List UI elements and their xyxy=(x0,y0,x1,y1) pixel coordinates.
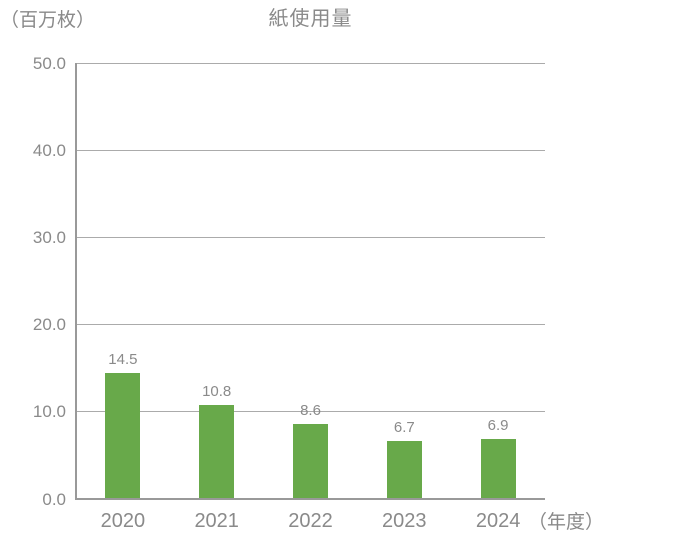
x-tick-label: 2020 xyxy=(100,510,146,532)
y-tick-label: 0.0 xyxy=(42,489,66,509)
gridline xyxy=(76,149,545,151)
bar xyxy=(480,438,516,498)
x-tick-label: 2021 xyxy=(194,510,239,532)
gridline xyxy=(76,62,545,64)
y-tick-label: 50.0 xyxy=(32,53,66,73)
chart-title: 紙使用量 xyxy=(268,8,353,30)
x-tick-label: 2024 xyxy=(475,510,521,532)
y-axis-unit-label: （百万枚） xyxy=(0,10,96,31)
bar xyxy=(105,372,141,498)
bar-value-label: 10.8 xyxy=(202,382,232,400)
y-tick-label: 40.0 xyxy=(32,140,66,160)
y-tick-label: 20.0 xyxy=(32,315,66,335)
gridline xyxy=(76,324,545,326)
y-tick-label: 30.0 xyxy=(32,227,66,247)
y-axis-line xyxy=(75,63,77,500)
bar-value-label: 8.6 xyxy=(300,402,321,419)
x-axis-unit-label: （年度） xyxy=(528,512,605,533)
bar-value-label: 6.7 xyxy=(393,418,415,436)
x-tick-label: 2022 xyxy=(288,510,333,532)
bar xyxy=(293,424,328,498)
gridline xyxy=(76,411,545,413)
x-tick-label: 2023 xyxy=(382,510,427,532)
bar xyxy=(386,440,422,498)
bar-value-label: 14.5 xyxy=(108,350,138,368)
gridline xyxy=(76,236,545,238)
bar-value-label: 6.9 xyxy=(487,416,509,434)
x-axis-line xyxy=(75,498,545,500)
bar xyxy=(199,404,235,498)
y-tick-label: 10.0 xyxy=(32,402,66,422)
